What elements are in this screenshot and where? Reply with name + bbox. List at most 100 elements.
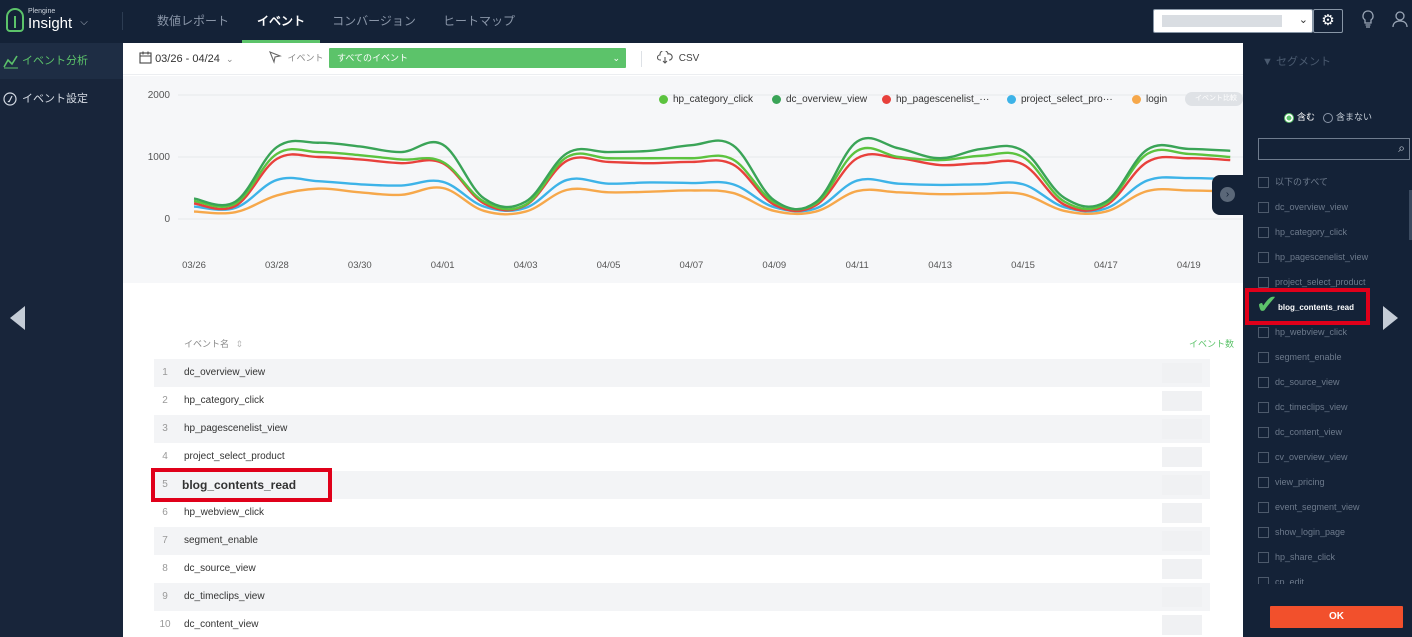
table-row[interactable]: 9 dc_timeclips_view [154, 583, 1210, 611]
segment-list-item[interactable]: 以下のすべて [1258, 170, 1408, 195]
column-header-event-count[interactable]: イベント数 [1189, 339, 1235, 349]
segment-list-item[interactable]: dc_overview_view [1258, 195, 1408, 220]
checkbox[interactable] [1258, 277, 1269, 288]
row-event-count-redacted [1162, 363, 1202, 383]
checkbox[interactable] [1258, 552, 1269, 563]
segment-search-input[interactable]: ⌕ [1258, 138, 1410, 160]
date-range-picker[interactable]: 03/26 - 04/24 ⌄ [139, 51, 234, 67]
segment-list-item[interactable]: blog_contents_read [1258, 295, 1408, 320]
tab-event[interactable]: イベント [242, 0, 320, 43]
segment-list-item[interactable]: hp_webview_click [1258, 320, 1408, 345]
segment-list-item[interactable]: hp_pagescenelist_view [1258, 245, 1408, 270]
panel-collapse-button[interactable]: › [1212, 175, 1244, 215]
segment-list-item[interactable]: dc_timeclips_view [1258, 395, 1408, 420]
column-header-event-name[interactable]: イベント名 ⇕ [184, 339, 244, 349]
series-line-dc_overview_view [193, 136, 1231, 211]
row-event-name: hp_pagescenelist_view [184, 423, 288, 434]
app-logo[interactable]: Plengine Insight ⌵ [6, 8, 88, 32]
event-line-chart: 0 1000 2000 03/26 03/28 03/30 04/01 04/03 04/05 0… [123, 76, 1243, 283]
checkbox[interactable] [1258, 427, 1269, 438]
table-row[interactable]: 8 dc_source_view [154, 555, 1210, 583]
checkbox[interactable] [1258, 452, 1269, 463]
segment-list-scrollbar[interactable] [1409, 190, 1412, 240]
segment-title: セグメント [1275, 56, 1331, 68]
checkbox[interactable] [1258, 227, 1269, 238]
legend-label: hp_pagescenelist_··· [896, 94, 990, 105]
checkbox[interactable] [1258, 177, 1269, 188]
checkbox[interactable] [1258, 402, 1269, 413]
segment-list-item[interactable]: dc_source_view [1258, 370, 1408, 395]
table-row[interactable]: 4 project_select_product [154, 443, 1210, 471]
x-tick-label: 03/28 [265, 260, 289, 271]
account-select[interactable]: ⌄ [1153, 9, 1313, 33]
checkbox[interactable] [1258, 527, 1269, 538]
ok-button[interactable]: OK [1270, 606, 1403, 628]
checkbox[interactable] [1258, 477, 1269, 488]
event-select-value: すべてのイベント [337, 53, 409, 63]
legend-item[interactable]: dc_overview_view [772, 94, 867, 105]
event-select[interactable]: すべてのイベント ⌄ [329, 48, 626, 68]
compass-icon [3, 81, 19, 131]
cloud-download-icon [656, 49, 673, 67]
lightbulb-icon[interactable] [1361, 10, 1375, 33]
segment-list-item[interactable]: hp_share_click [1258, 545, 1408, 570]
x-tick-label: 04/05 [597, 260, 621, 271]
sidebar-item-event-analysis[interactable]: イベント分析 [0, 43, 123, 79]
x-tick-label: 04/15 [1011, 260, 1035, 271]
calendar-icon [139, 51, 152, 67]
table-row[interactable]: 10 dc_content_view [154, 611, 1210, 637]
row-event-count-redacted [1162, 419, 1202, 439]
checkbox[interactable] [1258, 502, 1269, 513]
tab-conversion[interactable]: コンバージョン [332, 14, 416, 28]
segment-list-item[interactable]: hp_category_click [1258, 220, 1408, 245]
segment-list-item[interactable]: view_pricing [1258, 470, 1408, 495]
segment-item-label: 以下のすべて [1275, 177, 1329, 187]
toolbar: 03/26 - 04/24 ⌄ イベント すべてのイベント ⌄ CSV [123, 43, 1243, 75]
previous-arrow-icon[interactable] [10, 306, 25, 330]
sidebar-item-event-settings[interactable]: イベント設定 [0, 81, 123, 117]
table-row[interactable]: 7 segment_enable [154, 527, 1210, 555]
segment-list-item[interactable]: cv_overview_view [1258, 445, 1408, 470]
checkbox[interactable] [1258, 327, 1269, 338]
legend-item[interactable]: hp_category_click [659, 94, 753, 105]
checkbox[interactable] [1258, 352, 1269, 363]
checkbox[interactable] [1258, 202, 1269, 213]
legend-label: dc_overview_view [786, 94, 868, 105]
segment-list-item[interactable]: dc_content_view [1258, 420, 1408, 445]
checkbox[interactable] [1258, 377, 1269, 388]
legend-item[interactable]: login [1132, 94, 1167, 105]
table-row[interactable]: 1 dc_overview_view [154, 359, 1210, 387]
row-number: 6 [162, 507, 168, 518]
table-row[interactable]: 3 hp_pagescenelist_view [154, 415, 1210, 443]
legend-item[interactable]: hp_pagescenelist_··· [882, 94, 989, 105]
legend-label: login [1146, 94, 1168, 105]
user-icon[interactable] [1392, 10, 1408, 33]
segment-list-item[interactable]: show_login_page [1258, 520, 1408, 545]
event-compare-toggle[interactable]: イベント比較 [1185, 92, 1243, 106]
segment-list-item[interactable]: cp_edit [1258, 570, 1408, 584]
checkbox[interactable] [1258, 577, 1269, 584]
table-row[interactable]: 6 hp_webview_click [154, 499, 1210, 527]
checkbox[interactable] [1258, 252, 1269, 263]
csv-download-button[interactable]: CSV [656, 49, 699, 67]
legend-dot [882, 95, 891, 104]
sort-icon: ⇕ [235, 339, 244, 349]
segment-list-item[interactable]: project_select_product [1258, 270, 1408, 295]
segment-item-label: dc_timeclips_view [1275, 402, 1348, 412]
radio-include[interactable]: 含む [1284, 110, 1315, 123]
y-tick-label: 0 [164, 214, 170, 225]
tab-heatmap[interactable]: ヒートマップ [442, 14, 515, 28]
legend-item[interactable]: project_select_pro··· [1007, 94, 1113, 105]
radio-exclude[interactable]: 含まない [1323, 110, 1372, 123]
next-arrow-icon[interactable] [1383, 306, 1398, 330]
series-line-project_select_product [193, 176, 1231, 213]
tab-numeric-report[interactable]: 数値レポート [156, 14, 229, 28]
highlight-annotation-row [151, 468, 332, 502]
row-event-name: blog_contents_read [182, 478, 297, 492]
gear-icon: ⚙ [1321, 12, 1335, 29]
table-row[interactable]: 2 hp_category_click [154, 387, 1210, 415]
x-tick-label: 04/11 [846, 260, 869, 271]
segment-list-item[interactable]: segment_enable [1258, 345, 1408, 370]
segment-list-item[interactable]: event_segment_view [1258, 495, 1408, 520]
settings-button[interactable]: ⚙ [1313, 9, 1343, 33]
